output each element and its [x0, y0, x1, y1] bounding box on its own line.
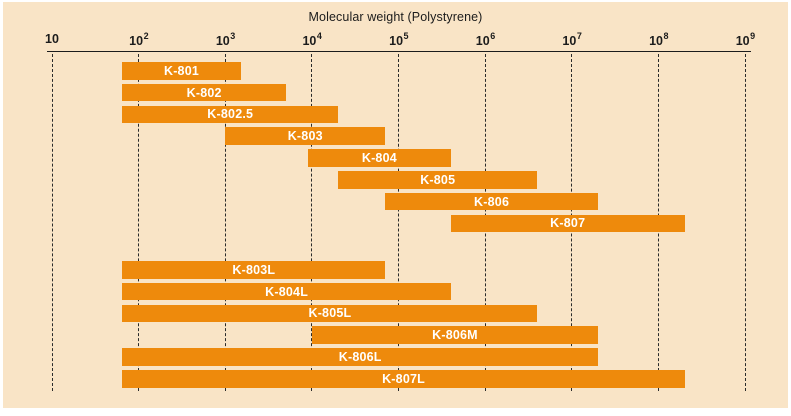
gridline: [138, 54, 140, 391]
bar-label: K-807L: [382, 371, 425, 386]
bar-label: K-804: [361, 150, 397, 165]
bar-k-803: K-803: [225, 127, 386, 145]
bar-k-802.5: K-802.5: [122, 105, 339, 124]
axis-tick-label: 106: [475, 31, 496, 49]
bar-label: K-801: [163, 63, 200, 78]
axis-tick-label: 109: [735, 31, 756, 49]
bar-k-804: K-804: [307, 149, 451, 167]
bar-k-805: K-805: [338, 171, 538, 189]
gridline: [744, 54, 746, 391]
gridline: [398, 54, 400, 391]
bar-label: K-805: [420, 172, 456, 187]
bar-k-806m: K-806M: [311, 326, 598, 344]
axis-tick-label: 103: [215, 31, 236, 49]
bar-label: K-803: [287, 129, 323, 144]
bar-label: K-806M: [432, 328, 478, 343]
bar-label: K-806L: [338, 349, 382, 364]
bar-k-802: K-802: [122, 83, 286, 102]
bar-k-805l: K-805L: [122, 304, 538, 323]
gridline: [51, 54, 53, 391]
gridline: [311, 54, 313, 391]
axis-tick-label: 102: [129, 31, 149, 49]
axis-tick-label: 108: [649, 31, 669, 49]
gridline: [224, 54, 226, 391]
bar-label: K-803L: [232, 262, 276, 277]
axis-tick-label: 105: [389, 31, 409, 49]
axis-tick-label: 107: [562, 31, 582, 49]
bar-label: K-805L: [308, 306, 352, 321]
bar-k-801: K-801: [122, 62, 241, 80]
bar-label: K-806: [474, 194, 510, 209]
chart-title: Molecular weight (Polystyrene): [308, 10, 483, 24]
bar-k-806: K-806: [385, 192, 598, 211]
x-axis-line: [47, 51, 751, 52]
axis-tick-label: 10: [45, 32, 59, 46]
bar-k-807: K-807: [450, 214, 685, 233]
bar-k-806l: K-806L: [122, 348, 598, 366]
bar-k-803l: K-803L: [122, 261, 386, 279]
bar-label: K-804L: [265, 284, 309, 299]
bar-k-804l: K-804L: [122, 282, 451, 301]
bar-label: K-802: [186, 85, 222, 100]
bar-label: K-807: [550, 216, 586, 231]
bar-label: K-802.5: [207, 107, 254, 122]
bar-k-807l: K-807L: [122, 370, 685, 388]
axis-tick-label: 104: [302, 31, 322, 49]
